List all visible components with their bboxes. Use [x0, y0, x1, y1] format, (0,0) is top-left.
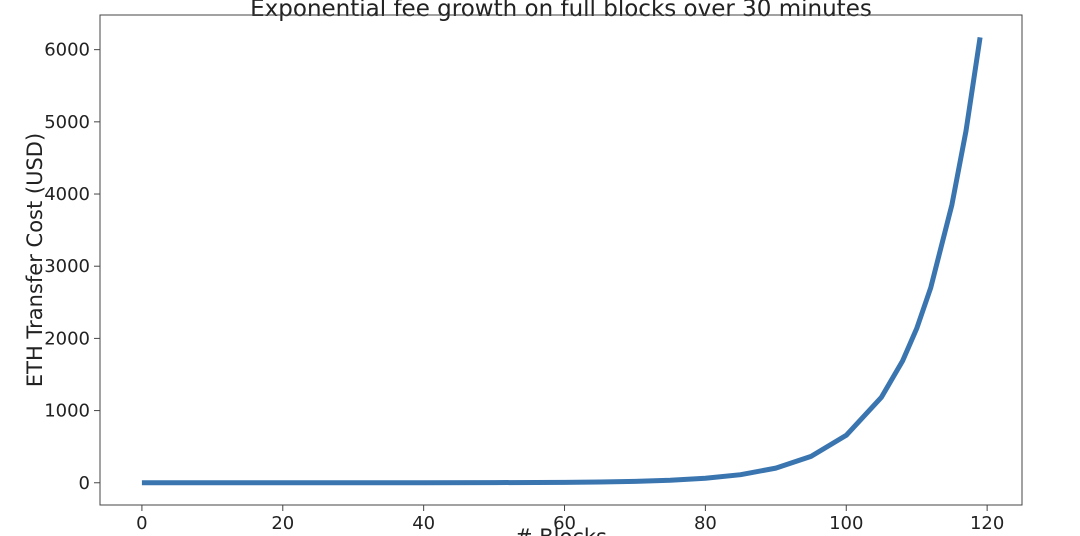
x-tick-label: 120 — [970, 513, 1004, 534]
chart-title: Exponential fee growth on full blocks ov… — [250, 0, 872, 22]
y-axis-label: ETH Transfer Cost (USD) — [23, 133, 47, 387]
x-tick-label: 0 — [136, 513, 147, 534]
y-tick-label: 1000 — [44, 401, 90, 422]
y-tick-label: 6000 — [44, 40, 90, 61]
x-tick-label: 40 — [412, 513, 435, 534]
plot-frame — [99, 14, 1023, 506]
y-tick-label: 2000 — [44, 328, 90, 349]
x-tick-label: 100 — [829, 513, 863, 534]
data-line — [141, 37, 983, 486]
y-tick-label: 5000 — [44, 112, 90, 133]
x-axis-label: # Blocks — [515, 525, 607, 536]
y-tick-label: 3000 — [44, 256, 90, 277]
y-tick-label: 4000 — [44, 184, 90, 205]
x-tick-label: 60 — [553, 513, 576, 534]
x-tick-label: 20 — [271, 513, 294, 534]
x-tick-label: 80 — [694, 513, 717, 534]
y-tick-label: 0 — [79, 473, 90, 494]
